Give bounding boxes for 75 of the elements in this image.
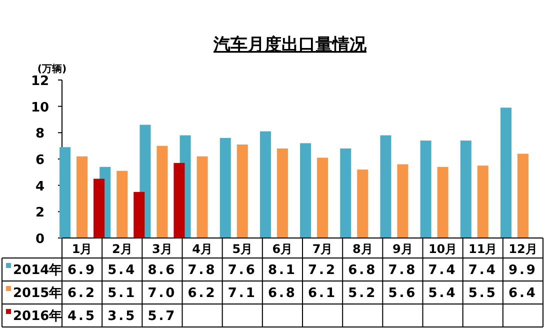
bar: [317, 158, 328, 238]
y-tick-label: 12: [30, 74, 50, 89]
data-label: 6.4: [508, 286, 538, 301]
data-label: 7.4: [428, 263, 458, 278]
data-label: 4.5: [68, 309, 97, 324]
bar: [397, 164, 408, 238]
bar: [134, 192, 145, 238]
x-tick-label: 12月: [508, 242, 538, 256]
data-label: 7.8: [388, 263, 418, 278]
x-tick-label: 7月: [312, 242, 333, 256]
data-label: 5.2: [348, 286, 378, 301]
bar: [94, 178, 105, 238]
y-tick-label: 0: [35, 232, 45, 247]
bar: [76, 156, 88, 238]
data-label: 6.8: [268, 286, 297, 301]
x-tick-label: 1月: [72, 242, 92, 256]
legend-label: 2014年: [13, 263, 62, 278]
x-tick-label: 10月: [428, 242, 458, 256]
data-label: 3.5: [108, 309, 137, 324]
y-axis-title: (万辆): [37, 63, 67, 75]
x-tick-label: 5月: [232, 242, 253, 256]
bar: [196, 156, 208, 238]
chart-title: 汽车月度出口量情况: [212, 35, 368, 55]
y-tick-label: 8: [35, 126, 45, 142]
bar: [300, 143, 312, 238]
bar: [220, 138, 231, 238]
x-tick-label: 11月: [468, 242, 498, 256]
data-label: 5.4: [428, 286, 458, 301]
data-label: 7.0: [148, 286, 177, 301]
data-label: 7.8: [188, 263, 217, 278]
data-label: 5.6: [388, 286, 418, 301]
data-label: 7.1: [228, 286, 257, 301]
bar: [517, 154, 528, 238]
bar: [380, 135, 392, 238]
bar: [420, 140, 432, 238]
x-tick-label: 4月: [192, 242, 212, 256]
data-label: 7.2: [308, 263, 338, 278]
y-tick-label: 4: [35, 179, 45, 194]
x-tick-label: 6月: [272, 242, 293, 256]
data-label: 6.9: [68, 263, 97, 278]
data-label: 5.4: [108, 263, 137, 278]
x-tick-label: 8月: [352, 242, 373, 256]
bar: [116, 170, 128, 238]
bar: [357, 170, 368, 238]
legend-label: 2015年: [13, 286, 62, 301]
data-label: 8.1: [268, 263, 297, 278]
bar: [156, 146, 168, 238]
data-label: 5.1: [108, 286, 137, 301]
legend-label: 2016年: [13, 309, 62, 324]
bar: [60, 147, 71, 238]
x-tick-label: 9月: [392, 242, 413, 256]
data-label: 8.6: [148, 263, 177, 278]
data-label: 5.5: [468, 286, 498, 301]
bar: [340, 148, 352, 238]
bar: [500, 108, 512, 238]
data-label: 5.7: [148, 309, 177, 324]
x-tick-label: 3月: [152, 242, 172, 256]
y-tick-label: 2: [35, 206, 45, 221]
y-tick-label: 10: [30, 100, 50, 116]
bar: [260, 131, 271, 238]
x-tick-label: 2月: [112, 242, 132, 256]
bar: [437, 166, 448, 238]
bar: [236, 144, 248, 238]
data-label: 6.8: [348, 263, 378, 278]
bar: [460, 140, 472, 238]
y-tick-label: 6: [35, 153, 45, 168]
data-label: 7.4: [468, 263, 498, 278]
data-label: 6.1: [308, 286, 338, 301]
bar: [477, 166, 488, 238]
data-label: 9.9: [508, 263, 538, 278]
bar: [174, 162, 185, 238]
data-label: 6.2: [188, 286, 217, 301]
bar: [276, 148, 288, 238]
data-label: 6.2: [68, 286, 97, 301]
data-label: 7.6: [228, 263, 257, 278]
